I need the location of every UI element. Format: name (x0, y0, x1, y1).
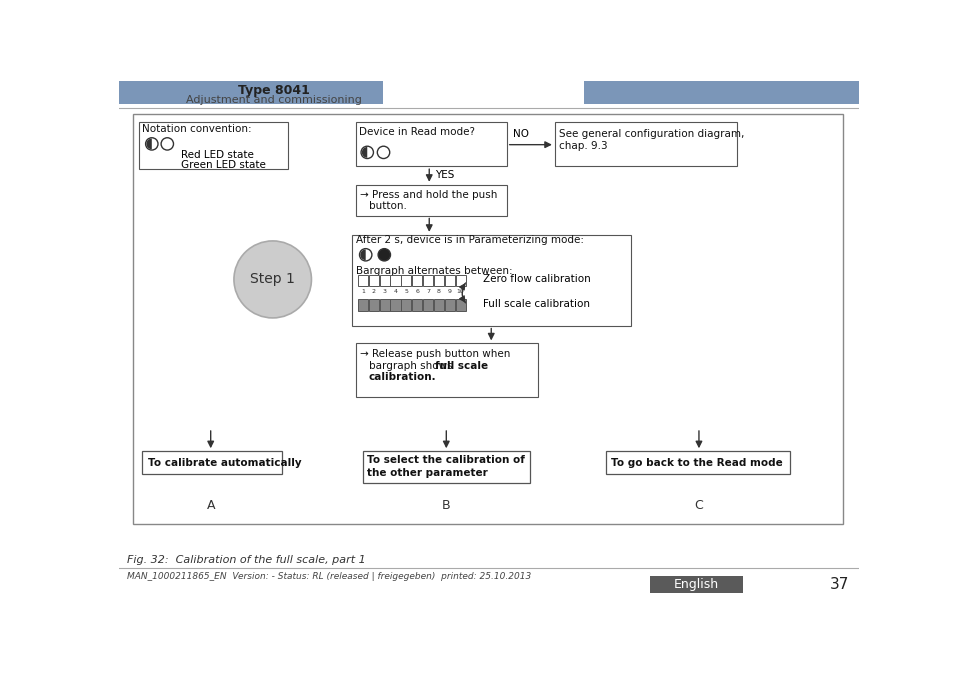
Bar (355, 343, 537, 397)
Bar (605, 451, 789, 474)
Circle shape (146, 138, 158, 150)
Text: Green LED state: Green LED state (181, 160, 266, 170)
Text: MAN_1000211865_EN  Version: - Status: RL (released | freigegeben)  printed: 25.1: MAN_1000211865_EN Version: - Status: RL … (127, 572, 531, 581)
Circle shape (359, 248, 372, 261)
Bar (369, 299, 378, 311)
Bar (390, 275, 400, 286)
Bar (412, 299, 422, 311)
Bar (390, 299, 400, 311)
Text: Fig. 32:  Calibration of the full scale, part 1: Fig. 32: Calibration of the full scale, … (127, 555, 365, 565)
Text: After 2 s, device is in Parameterizing mode:: After 2 s, device is in Parameterizing m… (356, 235, 584, 245)
Bar (355, 122, 506, 166)
Text: 4: 4 (394, 289, 397, 293)
Text: A: A (206, 499, 214, 511)
Text: Type 8041: Type 8041 (238, 84, 310, 98)
Text: To calibrate automatically: To calibrate automatically (148, 458, 301, 468)
Text: To select the calibration of: To select the calibration of (367, 456, 524, 465)
Bar (357, 299, 368, 311)
Text: button.: button. (369, 201, 406, 211)
Text: 9: 9 (447, 289, 452, 293)
Bar (119, 81, 382, 104)
Bar (434, 275, 443, 286)
Bar (456, 299, 465, 311)
Text: Notation convention:: Notation convention: (142, 124, 252, 133)
Text: 6: 6 (415, 289, 418, 293)
Text: Device in Read mode?: Device in Read mode? (359, 127, 475, 137)
Text: B: B (441, 499, 450, 511)
Text: 2: 2 (372, 289, 375, 293)
Text: 10: 10 (456, 289, 464, 293)
Circle shape (377, 146, 390, 159)
Text: 7: 7 (426, 289, 430, 293)
Bar (363, 451, 530, 483)
Bar (142, 451, 282, 474)
Bar (434, 299, 443, 311)
Bar (355, 184, 506, 215)
Bar (352, 235, 630, 326)
Text: full scale: full scale (435, 361, 488, 371)
Text: → Press and hold the push: → Press and hold the push (360, 190, 497, 201)
Wedge shape (360, 250, 365, 260)
Bar (133, 114, 842, 524)
Text: chap. 9.3: chap. 9.3 (558, 141, 607, 151)
Circle shape (360, 146, 373, 159)
Bar (412, 275, 422, 286)
Text: 3: 3 (382, 289, 386, 293)
Text: 8: 8 (436, 289, 440, 293)
Text: FLUID CONTROL SYSTEMS: FLUID CONTROL SYSTEMS (659, 100, 749, 105)
Bar (456, 275, 465, 286)
Text: calibration.: calibration. (369, 372, 436, 382)
Text: Adjustment and commissioning: Adjustment and commissioning (186, 95, 362, 105)
Text: Step 1: Step 1 (250, 273, 294, 287)
Bar (422, 299, 433, 311)
Text: bürkert: bürkert (662, 83, 744, 102)
Bar (444, 275, 455, 286)
Text: C: C (694, 499, 702, 511)
Text: Zero flow calibration: Zero flow calibration (483, 274, 591, 283)
Text: Full scale calibration: Full scale calibration (483, 299, 590, 309)
Bar (379, 299, 390, 311)
Circle shape (233, 241, 311, 318)
Bar (401, 299, 411, 311)
Text: 1: 1 (360, 289, 365, 293)
Text: To go back to the Read mode: To go back to the Read mode (610, 458, 781, 468)
Text: 5: 5 (404, 289, 408, 293)
Wedge shape (361, 147, 367, 157)
Bar (422, 275, 433, 286)
Bar (583, 81, 858, 104)
Text: YES: YES (435, 170, 455, 180)
Bar (401, 275, 411, 286)
Wedge shape (146, 139, 152, 149)
Text: 37: 37 (829, 577, 849, 592)
Text: NO: NO (512, 129, 528, 139)
Text: the other parameter: the other parameter (367, 468, 488, 478)
Bar (555, 122, 736, 166)
Text: English: English (674, 578, 719, 591)
Bar (369, 275, 378, 286)
Text: Red LED state: Red LED state (181, 151, 253, 160)
Bar (649, 576, 742, 593)
Bar (357, 275, 368, 286)
Bar (444, 299, 455, 311)
Text: → Release push button when: → Release push button when (360, 349, 510, 359)
Circle shape (161, 138, 173, 150)
Bar (379, 275, 390, 286)
Bar (138, 122, 288, 170)
Text: See general configuration diagram,: See general configuration diagram, (558, 129, 744, 139)
Text: Bargraph alternates between:: Bargraph alternates between: (356, 266, 513, 276)
Text: bargraph shows: bargraph shows (369, 361, 456, 371)
Circle shape (377, 248, 390, 261)
